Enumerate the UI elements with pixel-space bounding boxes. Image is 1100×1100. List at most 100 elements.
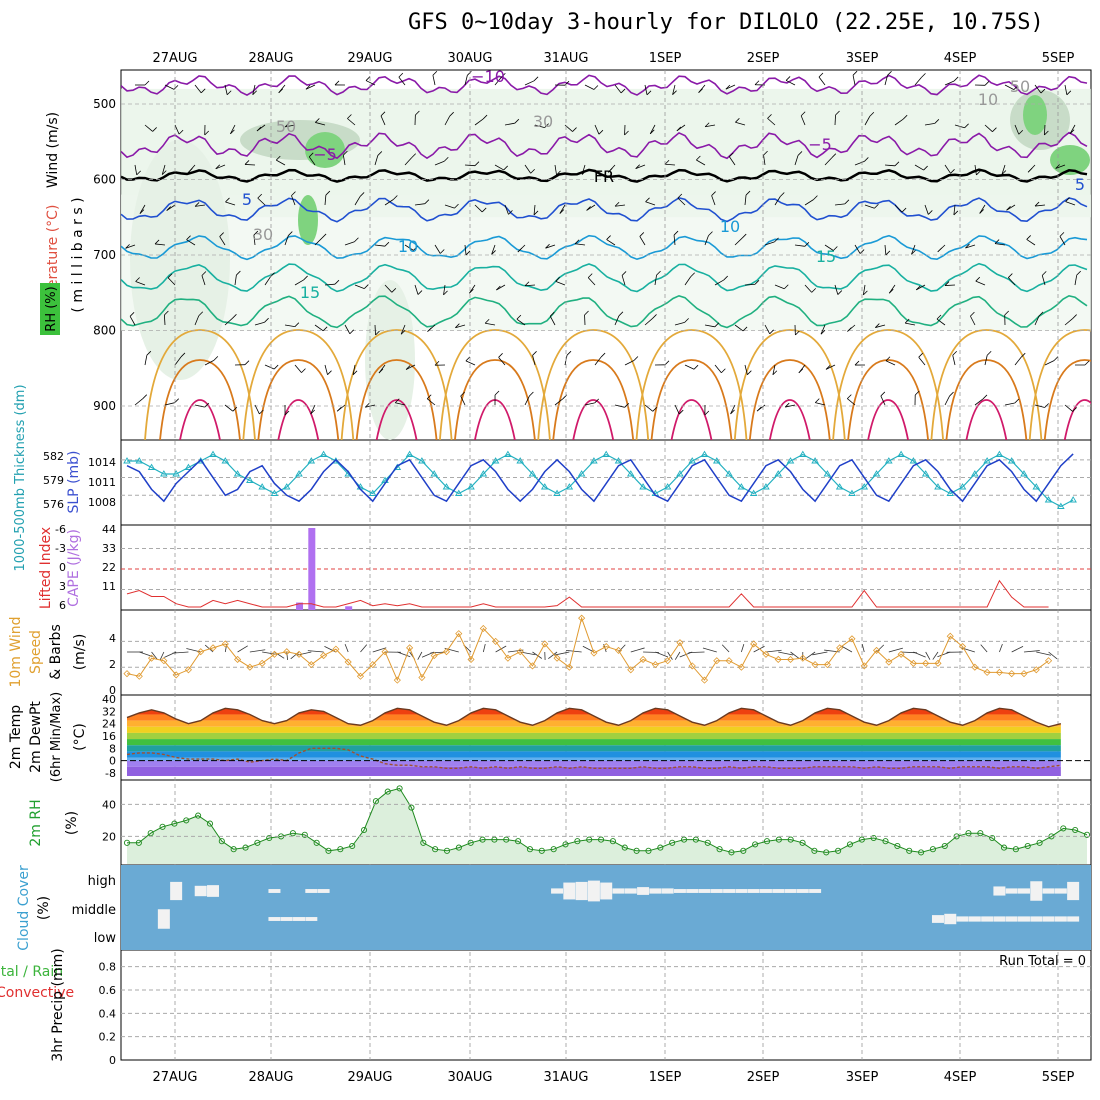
wind-barb [880, 395, 886, 406]
label-lifted-index: Lifted Index [38, 527, 54, 609]
date-label-top: 30AUG [447, 51, 492, 66]
wind-barb [504, 204, 509, 215]
rh-point [633, 847, 640, 854]
cloud-block-middle [981, 916, 994, 922]
wind-barb-flag [1044, 403, 1049, 408]
isotherm-15 [121, 262, 1088, 293]
wind-barb-flag [232, 406, 238, 412]
wind-barb-flag [555, 277, 560, 282]
wind10m-point [442, 648, 451, 656]
rh-point [360, 826, 368, 834]
wind-barb [464, 244, 467, 255]
wind-barb-flag [852, 70, 858, 76]
rh-point [894, 842, 901, 850]
wind-barb-flag [244, 160, 250, 165]
wind-barb-flag [887, 71, 892, 76]
wind-barb [310, 404, 316, 415]
rh-point [1060, 825, 1067, 832]
cloud-block-middle [956, 916, 969, 922]
wind-barb [294, 364, 302, 373]
wind-barb-flag [1065, 197, 1070, 202]
wind-barb-flag [874, 203, 879, 209]
wind-barb-flag [684, 318, 689, 323]
wind-barb [764, 241, 775, 246]
wind-barb-flag [979, 209, 984, 214]
rh-point [692, 836, 699, 843]
wind-barb-flag [745, 190, 751, 196]
rh-point [159, 823, 166, 830]
li-tick: 6 [59, 599, 66, 612]
wind-barb-flag [614, 201, 620, 207]
wind-barb [284, 235, 289, 246]
wind-barb-flag [1026, 235, 1031, 240]
wind10m-point [344, 658, 352, 666]
wind-barb-flag [742, 326, 748, 332]
contour-label: 10 [398, 237, 418, 256]
label-10m-wind: 10m Wind [8, 616, 24, 687]
wind-barb [224, 84, 228, 95]
rh-point [1024, 842, 1031, 850]
wind-barb-flag [215, 164, 221, 170]
surface-isotherm-arch [1028, 329, 1091, 440]
thickness-point [418, 457, 426, 464]
wind-barb-flag [310, 409, 315, 415]
wind-barb [824, 157, 833, 166]
wind-barb-flag [795, 330, 800, 336]
wind-barb-flag [142, 394, 148, 399]
date-label-bottom: 5SEP [1042, 1070, 1075, 1085]
rh-point [1012, 846, 1019, 853]
wind10m-barb [159, 651, 165, 660]
wind-barb-flag [377, 151, 383, 156]
wind-barb-flag [460, 391, 465, 397]
wind10m-point [860, 662, 868, 670]
cape-tick: 44 [102, 523, 116, 536]
wind-barb-flag [1044, 130, 1049, 136]
wind-barb [944, 80, 955, 86]
thickness-point [1032, 483, 1041, 490]
rh-point [858, 836, 865, 843]
wind-barb-flag [763, 150, 768, 156]
wind10m-barb [913, 651, 926, 658]
wind-barb-flag [384, 241, 390, 247]
wind-barb-flag [820, 329, 826, 335]
wind-barb-flag [747, 370, 752, 376]
thickness-point [307, 457, 316, 464]
wind-barb [444, 204, 455, 209]
wind-barb-flag [321, 233, 327, 239]
thickness-point [491, 457, 500, 464]
wind-barb [215, 164, 226, 170]
temp-band [127, 760, 1061, 767]
wind10m-barb [861, 643, 865, 653]
wind-barb-flag [226, 90, 232, 96]
cloud-block-high [1042, 888, 1055, 894]
wind-barb-flag [621, 271, 627, 276]
rh-point [396, 785, 403, 792]
cloud-block-high [637, 887, 650, 895]
thickness-point [233, 470, 242, 477]
cloud-block-middle [993, 916, 1006, 922]
wind-barb-flag [741, 233, 747, 239]
wind-barb-flag [885, 250, 891, 256]
wind-barb-flag [398, 72, 404, 78]
wind-barb-flag [180, 352, 186, 358]
wind-barb [645, 201, 656, 206]
wind10m-barb [532, 651, 543, 659]
date-label-top: 2SEP [747, 51, 780, 66]
rh-point [1083, 831, 1091, 838]
wind-barb [1008, 277, 1016, 286]
wind-barb-flag [923, 165, 928, 171]
wind10m-point [922, 659, 930, 667]
wind-barb-flag [928, 210, 933, 215]
rh-point [657, 844, 664, 851]
wind-barb [1065, 201, 1076, 206]
thickness-point [725, 470, 733, 477]
wind-barb [384, 199, 394, 206]
pressure-tick: 500 [93, 97, 116, 111]
wind-barb-flag [587, 273, 593, 278]
wind10m-barb [151, 651, 158, 660]
wind10m-point [504, 654, 512, 662]
wind-barb [581, 164, 586, 175]
rh-point [621, 844, 628, 851]
wind-barb-flag [394, 398, 400, 404]
thickness-point [749, 489, 758, 496]
